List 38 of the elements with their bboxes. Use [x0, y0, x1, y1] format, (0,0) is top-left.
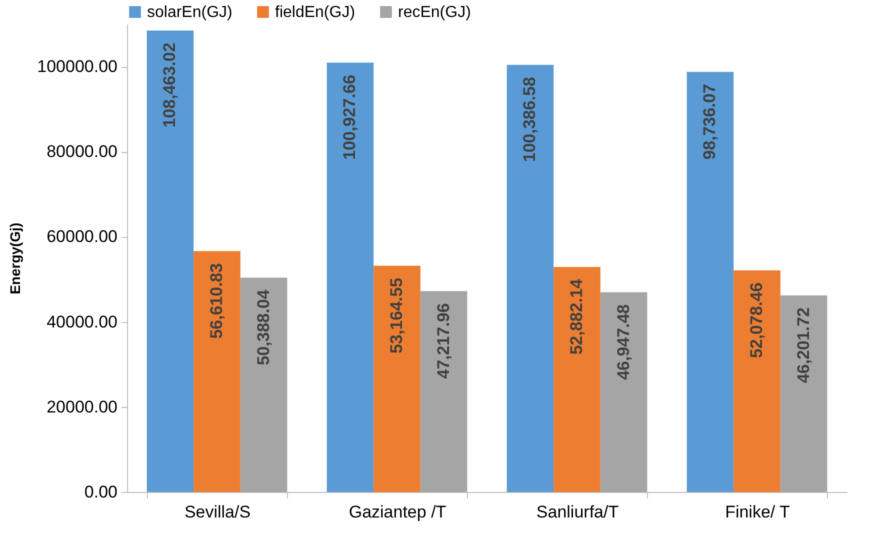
x-tick-label: Finike/ T — [725, 502, 790, 522]
data-label: 98,736.07 — [700, 84, 720, 160]
data-label: 108,463.02 — [160, 42, 180, 128]
legend-label: solarEn(GJ) — [147, 4, 232, 21]
bar — [240, 278, 288, 492]
y-tick-label: 60000.00 — [46, 227, 118, 246]
bar — [780, 295, 828, 492]
data-label: 46,947.48 — [614, 304, 633, 380]
y-axis-title: Energy(Gj) — [7, 222, 24, 294]
x-tick-label: Sanliurfa/T — [536, 502, 619, 522]
data-label: 100,927.66 — [340, 74, 360, 160]
data-label: 53,164.55 — [387, 278, 406, 354]
bar — [554, 267, 600, 492]
data-label: 100,386.58 — [520, 76, 540, 162]
bar — [420, 291, 468, 492]
bar — [146, 30, 194, 492]
bar — [600, 292, 648, 492]
bar — [506, 64, 554, 492]
data-label: 50,388.04 — [254, 289, 273, 366]
legend-label: recEn(GJ) — [398, 4, 471, 21]
data-label: 52,078.46 — [747, 282, 766, 358]
bar — [326, 62, 374, 492]
bar — [374, 266, 420, 492]
y-tick-label: 80000.00 — [46, 142, 118, 162]
bar — [194, 251, 240, 492]
data-label: 52,882.14 — [567, 278, 586, 355]
bar — [686, 72, 734, 492]
data-label: 56,610.83 — [207, 263, 226, 339]
y-tick-label: 20000.00 — [46, 397, 118, 416]
y-tick-label: 100000.00 — [37, 57, 118, 76]
x-tick-label: Gaziantep /T — [348, 502, 446, 522]
data-label: 46,201.72 — [794, 307, 813, 384]
bar — [734, 270, 780, 492]
data-label: 47,217.96 — [434, 303, 453, 379]
y-tick-label: 40000.00 — [46, 312, 118, 332]
x-tick-label: Sevilla/S — [184, 502, 251, 522]
legend-label: fieldEn(GJ) — [275, 4, 356, 21]
y-tick-label: 0.00 — [84, 482, 118, 502]
